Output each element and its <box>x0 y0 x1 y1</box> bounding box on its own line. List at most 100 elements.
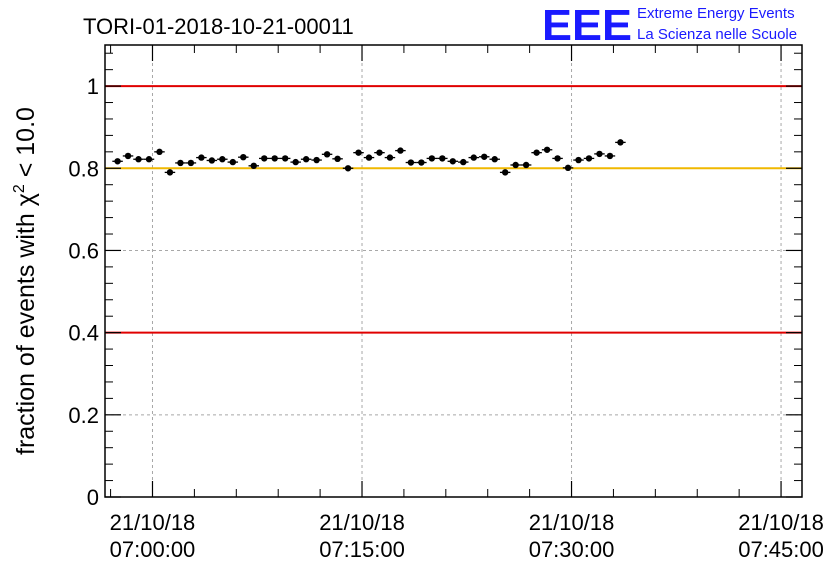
data-point <box>478 153 490 160</box>
data-point-marker <box>397 147 404 154</box>
x-tick-date-label: 21/10/18 <box>529 510 615 535</box>
data-point-marker <box>323 151 331 158</box>
logo-line-2: La Scienza nelle Scuole <box>637 26 797 43</box>
data-point-marker <box>114 158 121 165</box>
data-point <box>196 154 207 161</box>
x-axis-ticks: 21/10/1807:00:0021/10/1807:15:0021/10/18… <box>110 45 824 562</box>
data-point-marker <box>522 161 530 169</box>
data-point-marker <box>449 158 457 165</box>
data-point <box>384 154 396 161</box>
data-point <box>300 156 312 163</box>
y-tick-label: 0.8 <box>68 156 99 181</box>
y-tick-label: 0.6 <box>68 238 99 263</box>
chart-title: TORI-01-2018-10-21-00011 <box>83 14 354 39</box>
data-point-marker <box>344 165 352 172</box>
data-points <box>112 139 626 176</box>
data-point <box>332 155 343 163</box>
data-point <box>541 146 553 153</box>
data-point-marker <box>355 149 362 156</box>
x-tick-time-label: 07:45:00 <box>738 537 824 562</box>
data-point-marker <box>439 155 446 162</box>
data-point-marker <box>407 159 415 166</box>
data-point <box>374 149 385 156</box>
y-tick-label: 0.4 <box>68 321 99 346</box>
data-point-marker <box>229 158 237 166</box>
y-tick-label: 0.2 <box>68 403 99 428</box>
data-point <box>342 165 354 172</box>
data-point <box>489 156 500 163</box>
data-point-marker <box>606 152 614 160</box>
data-point-marker <box>198 154 205 161</box>
data-point-marker <box>575 156 582 164</box>
data-point-marker <box>240 153 247 161</box>
data-point-marker <box>501 169 509 176</box>
data-point <box>248 162 259 170</box>
data-point-marker <box>376 149 383 156</box>
data-point-marker <box>481 153 488 160</box>
data-point <box>615 139 626 146</box>
x-tick-time-label: 07:30:00 <box>529 537 615 562</box>
data-point-marker <box>313 156 320 164</box>
data-point-marker <box>166 169 174 176</box>
data-point-marker <box>596 150 603 158</box>
data-point <box>447 158 459 165</box>
data-point <box>290 158 301 166</box>
data-point-marker <box>460 158 467 166</box>
data-point-marker <box>617 139 624 146</box>
data-point-marker <box>135 156 142 163</box>
eee-logo: EEE Extreme Energy Events La Scienza nel… <box>542 1 797 50</box>
data-point <box>164 169 176 176</box>
y-tick-label: 0 <box>87 485 99 510</box>
data-point-marker <box>281 155 289 162</box>
data-point-marker <box>491 156 498 163</box>
data-point-marker <box>271 155 278 162</box>
y-axis-label-exponent: 2 <box>11 184 28 193</box>
data-point <box>426 155 438 162</box>
data-point-marker <box>564 164 572 172</box>
data-point <box>437 155 448 162</box>
y-axis-label: fraction of events with χ2 < 10.0 <box>11 107 40 455</box>
data-point-marker <box>554 155 561 162</box>
data-point-marker <box>512 161 519 169</box>
data-point-marker <box>292 158 299 166</box>
data-point-marker <box>418 159 425 166</box>
data-point-marker <box>365 154 373 161</box>
data-point-marker <box>470 154 477 161</box>
data-point <box>573 156 584 164</box>
data-point <box>269 155 280 162</box>
y-axis-label-prefix: fraction of events with <box>12 206 40 455</box>
x-tick-date-label: 21/10/18 <box>110 510 196 535</box>
data-point-marker <box>533 149 540 156</box>
data-point-marker <box>543 146 551 153</box>
data-point <box>468 154 479 161</box>
data-point <box>258 155 270 162</box>
data-point <box>238 153 249 161</box>
x-tick-date-label: 21/10/18 <box>319 510 405 535</box>
data-point <box>206 157 218 164</box>
logo-line-1: Extreme Energy Events <box>637 5 795 22</box>
grid-layer <box>105 45 802 497</box>
data-point-marker <box>208 157 216 164</box>
plot-frame <box>104 44 803 498</box>
data-point <box>499 169 511 176</box>
data-point-marker <box>156 148 163 156</box>
y-axis-ticks: 0 0.2 0.4 0.6 0.8 1 <box>68 52 802 510</box>
data-point <box>321 151 333 158</box>
data-point-marker <box>261 155 268 162</box>
data-point <box>594 150 605 158</box>
data-point-marker <box>585 155 593 162</box>
x-tick-time-label: 07:15:00 <box>319 537 405 562</box>
data-point <box>405 159 417 166</box>
data-point-marker <box>334 155 341 163</box>
data-point <box>520 161 532 169</box>
data-point-marker <box>428 155 436 162</box>
data-point-marker <box>187 159 195 167</box>
x-tick-date-label: 21/10/18 <box>738 510 824 535</box>
data-point-marker <box>250 162 257 170</box>
data-point <box>154 148 165 156</box>
data-point <box>311 156 322 164</box>
data-point-marker <box>386 154 394 161</box>
data-point <box>416 159 427 166</box>
plot-frame-rect <box>104 44 803 498</box>
